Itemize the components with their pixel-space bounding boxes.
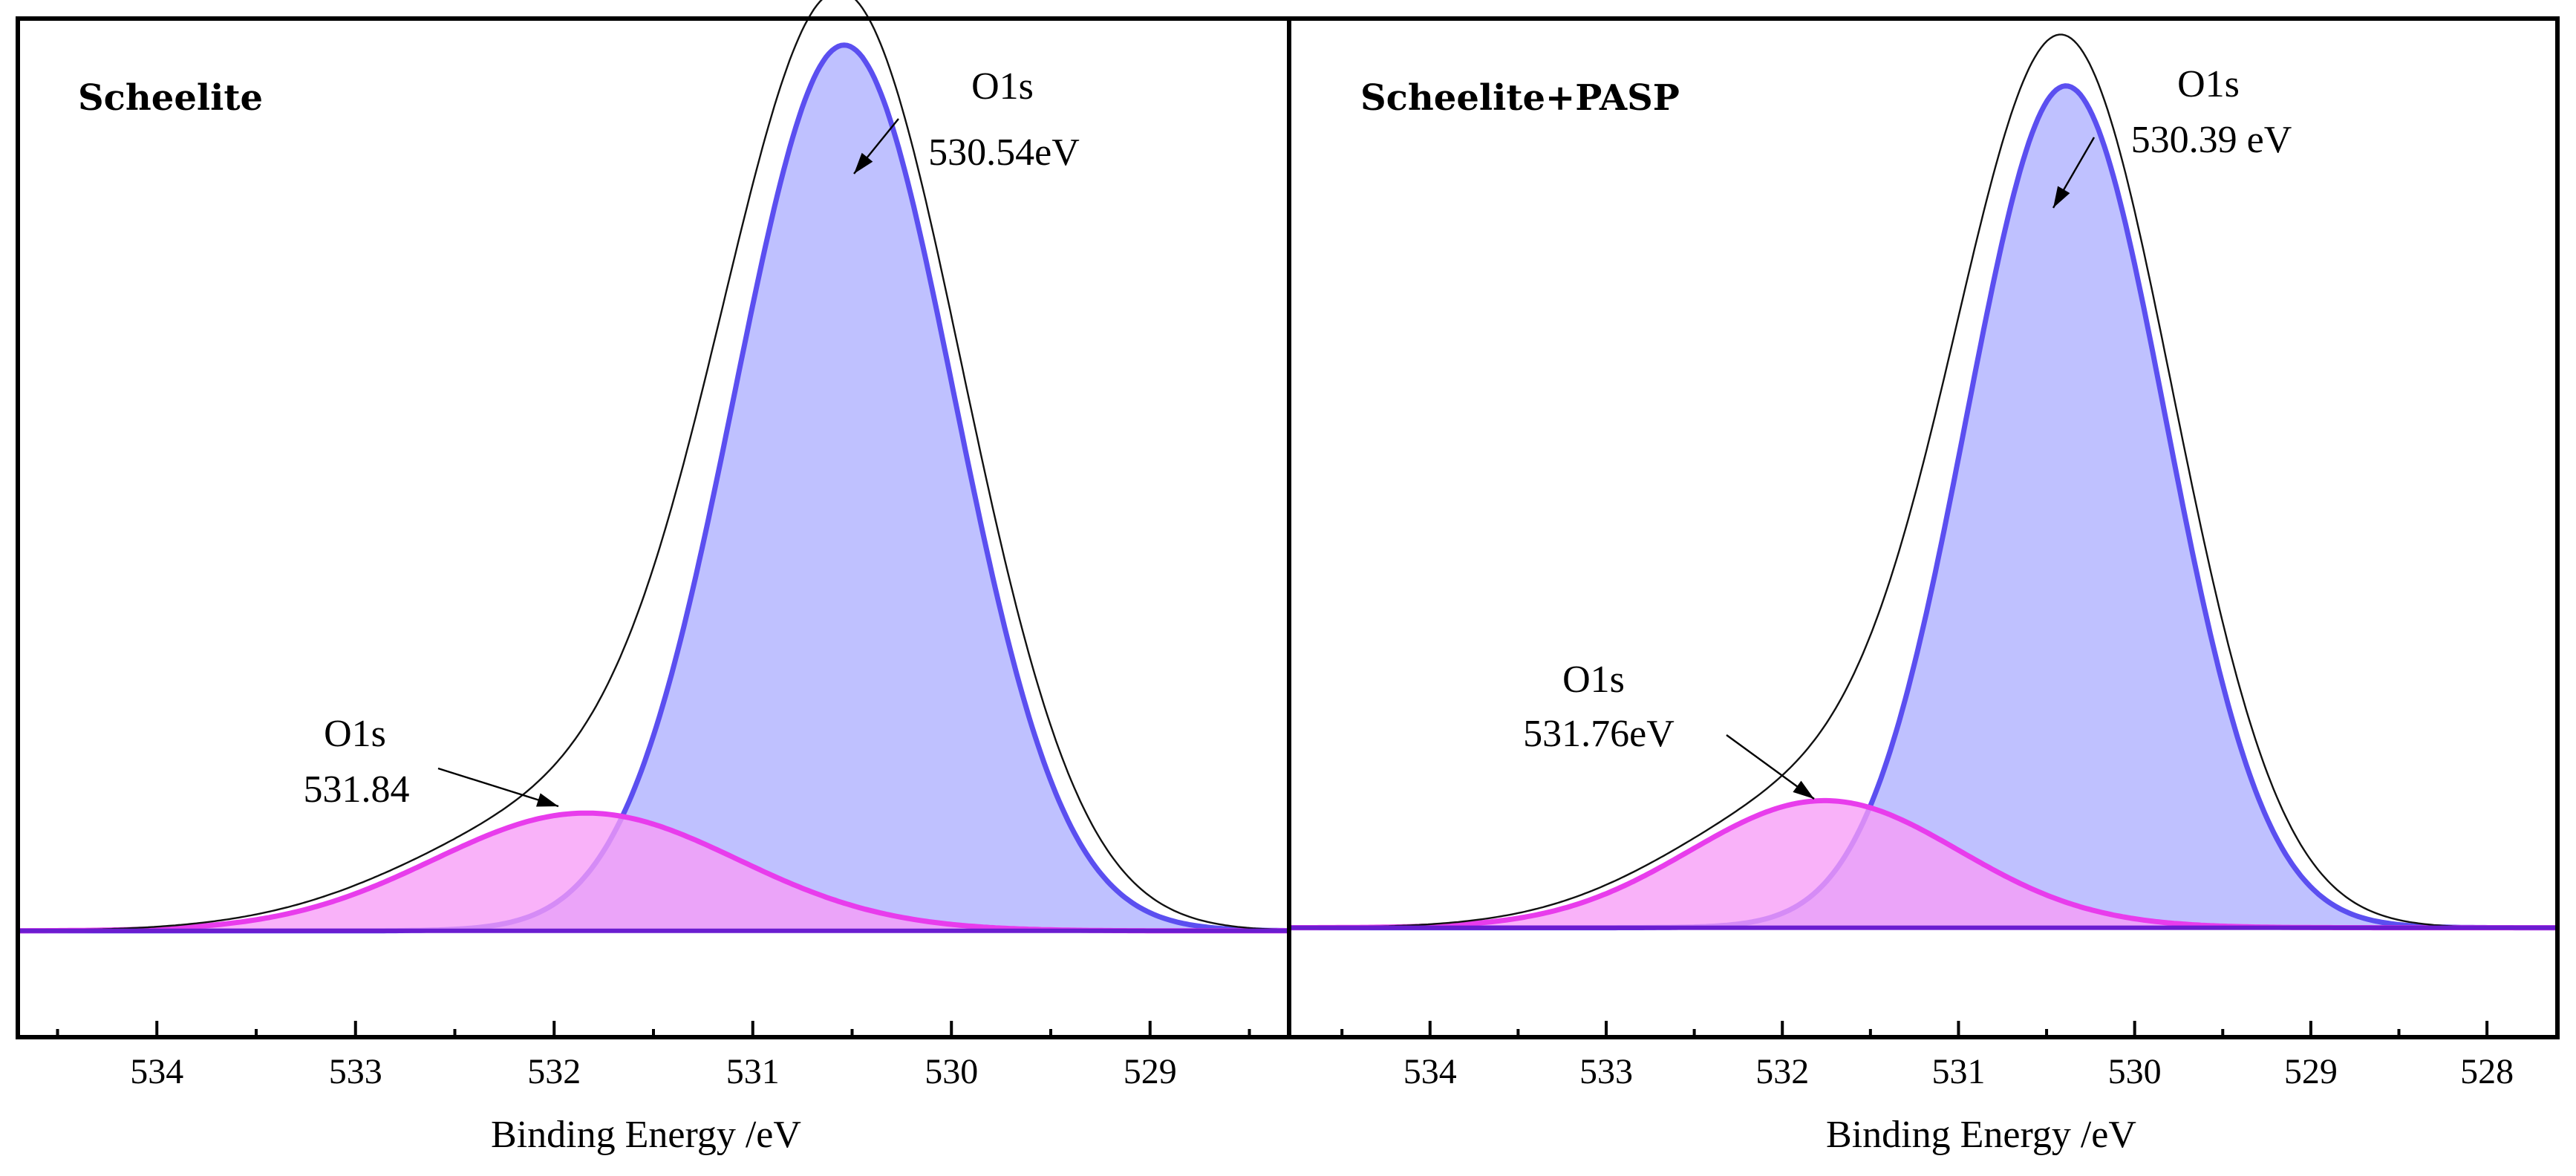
annotation-main-label: O1s: [971, 65, 1034, 108]
annotation-secondary-value: 531.84: [304, 768, 410, 811]
annotation-arrows: [1726, 137, 2096, 800]
annotation-arrow-head: [2053, 186, 2070, 208]
x-axis-label: Binding Energy /eV: [491, 1114, 801, 1156]
annotation-main-value: 530.39 eV: [2131, 119, 2292, 161]
x-ticks: 534 533 532 531 530 529 528: [1340, 1021, 2514, 1091]
x-tick-label: 530: [925, 1052, 978, 1091]
annotation-arrows: [437, 118, 899, 808]
annotation-arrow-head: [1793, 780, 1814, 799]
annotation-secondary-value: 531.76eV: [1523, 713, 1675, 755]
x-axis-label: Binding Energy /eV: [1826, 1114, 2136, 1156]
peak-fill-lattice-O: [18, 45, 1289, 931]
annotation-arrow-head: [854, 152, 873, 174]
x-tick-label: 531: [726, 1052, 780, 1091]
x-tick-label: 534: [1403, 1052, 1457, 1091]
x-tick-label: 528: [2460, 1052, 2514, 1091]
peak-fill-lattice-O: [1289, 85, 2557, 928]
x-tick-label: 530: [2108, 1052, 2162, 1091]
x-tick-label: 529: [2284, 1052, 2338, 1091]
panel-scheelite: 534 533 532 531 530 529 Scheelite O1s 530.54e…: [18, 0, 1290, 1156]
x-tick-label: 534: [130, 1052, 183, 1091]
panel-scheelite-pasp: 534 533 532 531 530 529 528 Scheelite+PASP O1s…: [1289, 33, 2558, 1156]
annotation-main-value: 530.54eV: [928, 131, 1080, 174]
panel-title: Scheelite+PASP: [1360, 77, 1680, 119]
x-tick-label: 533: [1579, 1052, 1633, 1091]
x-tick-label: 529: [1124, 1052, 1177, 1091]
x-tick-label: 532: [527, 1052, 581, 1091]
x-tick-label: 532: [1755, 1052, 1809, 1091]
panel-title: Scheelite: [78, 77, 263, 119]
annotation-arrow-head: [536, 793, 558, 807]
annotation-secondary-label: O1s: [324, 713, 386, 755]
envelope-curve: [18, 0, 1290, 932]
envelope-curve: [1289, 33, 2558, 929]
annotation-main-label: O1s: [2177, 63, 2240, 105]
annotation-secondary-label: O1s: [1562, 659, 1625, 701]
x-tick-label: 533: [329, 1052, 382, 1091]
x-tick-label: 531: [1931, 1052, 1985, 1091]
x-ticks: 534 533 532 531 530 529: [56, 1021, 1251, 1091]
